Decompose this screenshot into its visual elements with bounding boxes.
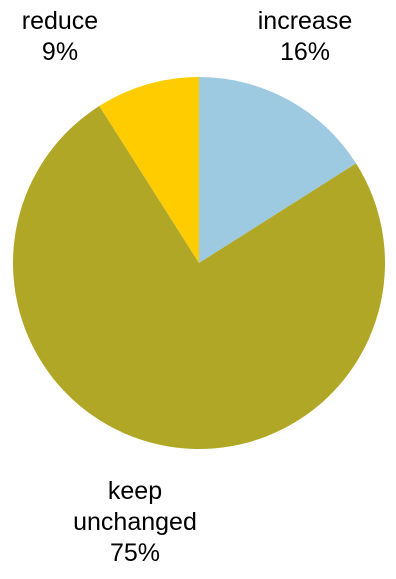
data-label-keep-unchanged-value: 75% [109,539,161,567]
pie-slice-keep-unchanged [12,105,385,450]
data-label-keep-unchanged: keep unchanged 75% [60,476,210,569]
data-label-keep-unchanged-line2: unchanged [73,508,197,536]
data-label-increase-category: increase [257,7,353,35]
data-label-keep-unchanged-line1: keep [107,477,163,505]
pie-slice-reduce [99,77,199,263]
data-label-increase: increase 16% [230,6,380,68]
data-label-reduce-value: 9% [41,38,79,66]
pie-slice-increase [199,77,357,263]
data-label-reduce: reduce 9% [0,6,135,68]
data-label-reduce-category: reduce [21,7,99,35]
data-label-increase-value: 16% [279,38,331,66]
